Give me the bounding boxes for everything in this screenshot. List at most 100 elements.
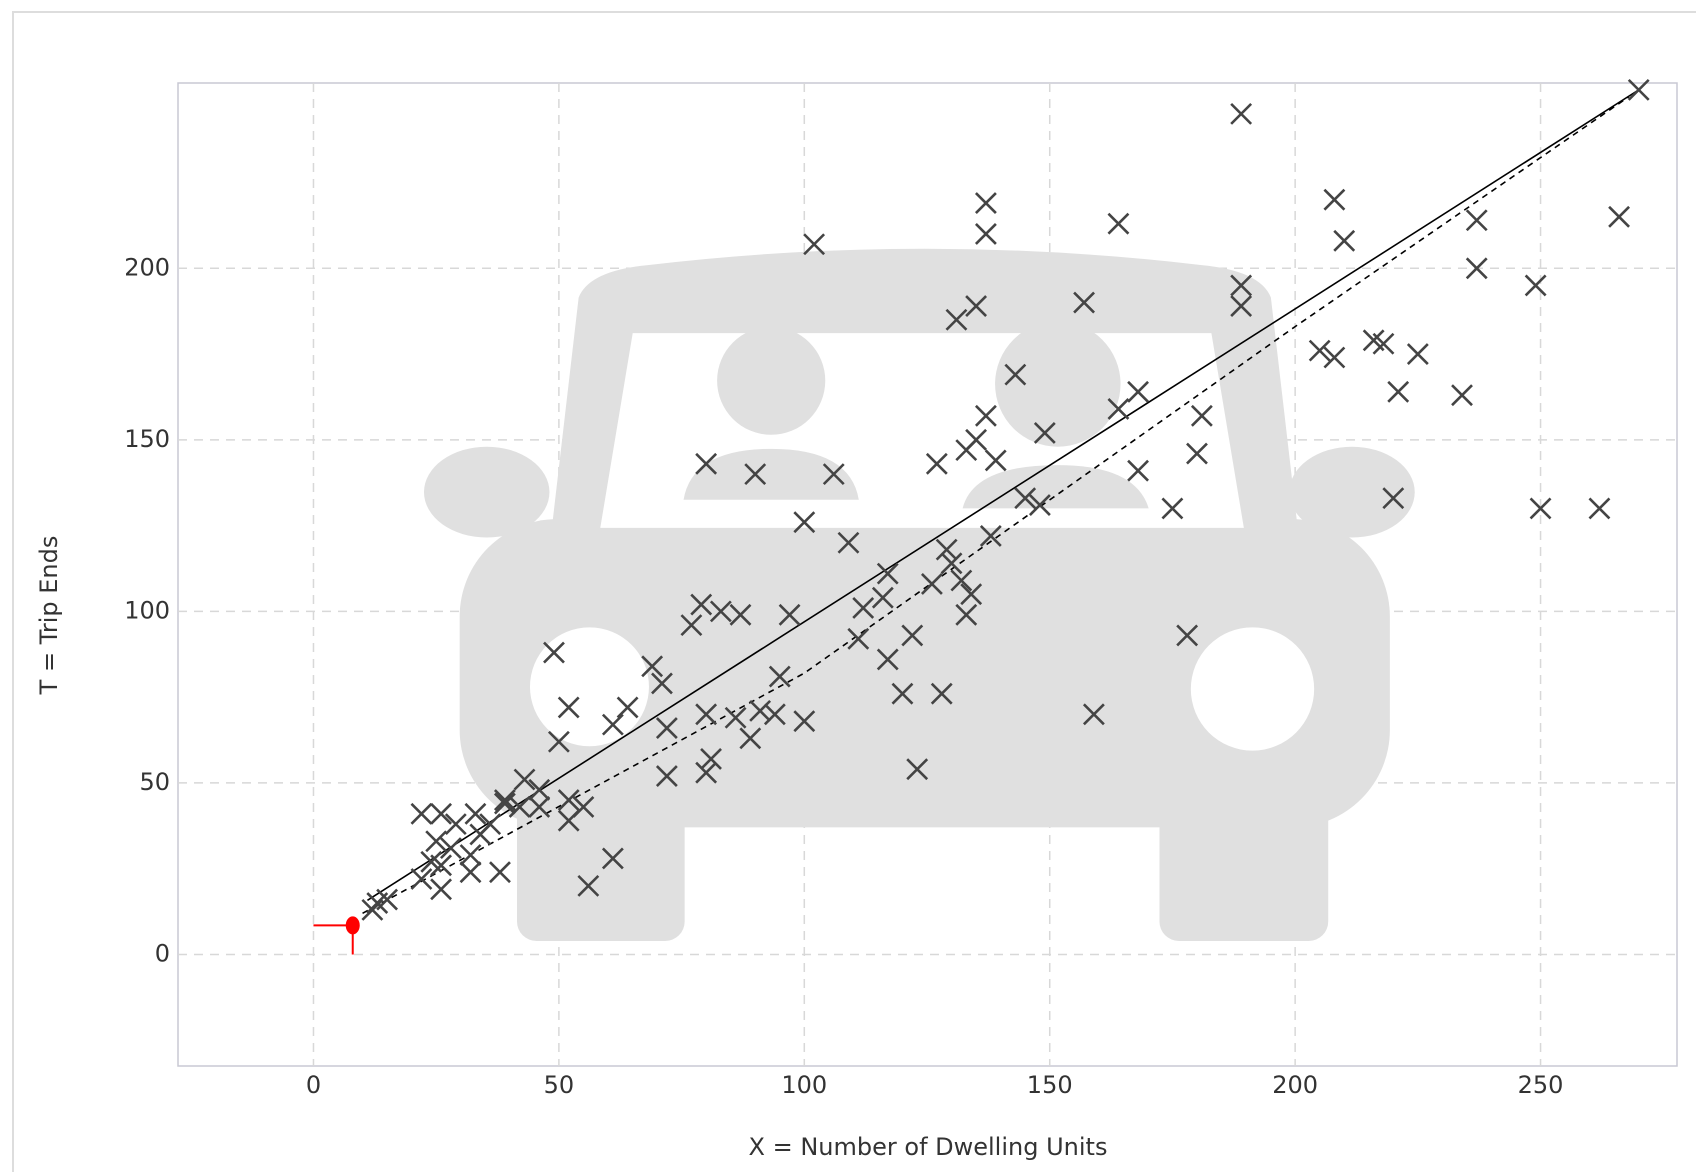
point	[1014, 487, 1037, 510]
y-tick-label: 0	[155, 939, 170, 967]
y-axis-label: T = Trip Ends	[35, 536, 63, 696]
point	[1230, 274, 1253, 297]
x-tick-label: 100	[781, 1071, 827, 1099]
point	[822, 463, 845, 486]
point	[1382, 487, 1405, 510]
point	[616, 696, 639, 719]
x-tick-label: 250	[1518, 1071, 1564, 1099]
point	[979, 524, 1002, 547]
point	[1372, 332, 1395, 355]
point	[1004, 363, 1027, 386]
point	[920, 573, 943, 595]
point	[1308, 339, 1331, 362]
point	[361, 898, 384, 921]
point	[655, 765, 678, 787]
point	[974, 192, 997, 215]
point	[680, 614, 703, 637]
fit-line	[362, 96, 1630, 915]
point	[410, 802, 433, 825]
point	[1465, 257, 1488, 280]
point	[1524, 274, 1547, 297]
car-shoulder	[962, 465, 1149, 509]
point	[768, 665, 791, 688]
point	[444, 813, 467, 836]
point	[955, 603, 978, 626]
point	[459, 861, 482, 884]
point	[935, 538, 958, 561]
point	[1073, 291, 1095, 314]
point	[891, 682, 914, 705]
point	[547, 730, 570, 753]
x-tick-label: 0	[306, 1071, 321, 1099]
point	[925, 452, 948, 475]
point	[577, 874, 600, 897]
point	[709, 600, 732, 623]
point	[1387, 380, 1410, 403]
point	[724, 706, 747, 729]
point	[439, 837, 462, 860]
point	[778, 603, 801, 626]
point	[876, 648, 899, 671]
point	[493, 789, 516, 812]
point	[940, 552, 963, 575]
point	[695, 452, 718, 475]
point	[793, 511, 816, 534]
point	[425, 830, 448, 853]
point	[950, 569, 973, 592]
point	[376, 888, 399, 911]
x-tick-label: 150	[1027, 1071, 1073, 1099]
car-mirror	[1289, 446, 1415, 538]
point	[1028, 494, 1051, 516]
point	[655, 717, 678, 739]
car-shoulder	[683, 448, 859, 500]
point	[1627, 78, 1650, 101]
point	[345, 916, 360, 935]
point	[508, 796, 531, 818]
point	[1082, 703, 1105, 726]
point	[1230, 295, 1253, 317]
point	[557, 809, 580, 832]
point	[984, 449, 1007, 472]
car-wheel	[517, 789, 685, 941]
point	[1190, 404, 1213, 427]
point	[729, 603, 752, 626]
point	[906, 758, 929, 781]
car-hubcap	[1190, 627, 1315, 751]
point	[749, 699, 772, 722]
car-mirror	[423, 446, 550, 538]
point	[543, 641, 565, 664]
point	[1323, 188, 1346, 211]
point	[513, 768, 536, 791]
point	[430, 878, 453, 901]
car-head	[717, 326, 826, 435]
point	[493, 792, 516, 815]
point	[871, 586, 894, 609]
point	[960, 583, 983, 606]
y-tick-label: 50	[139, 768, 170, 796]
point	[528, 778, 551, 801]
point	[852, 597, 875, 619]
y-tick-label: 150	[124, 425, 170, 453]
x-tick-label: 200	[1272, 1071, 1318, 1099]
point	[1588, 497, 1611, 520]
point	[1230, 102, 1253, 125]
point	[459, 844, 482, 866]
point	[601, 847, 624, 870]
point	[847, 627, 870, 650]
point	[1608, 205, 1630, 228]
point	[641, 655, 664, 678]
y-tick-label: 200	[124, 253, 170, 281]
point	[876, 562, 899, 585]
point	[1127, 459, 1149, 482]
point	[557, 789, 580, 812]
point	[1465, 209, 1488, 232]
point	[464, 802, 487, 825]
point	[1161, 497, 1184, 520]
point	[945, 308, 968, 331]
point	[803, 233, 826, 256]
point	[965, 295, 988, 317]
point	[430, 802, 453, 825]
point	[489, 861, 511, 884]
point	[974, 404, 997, 427]
